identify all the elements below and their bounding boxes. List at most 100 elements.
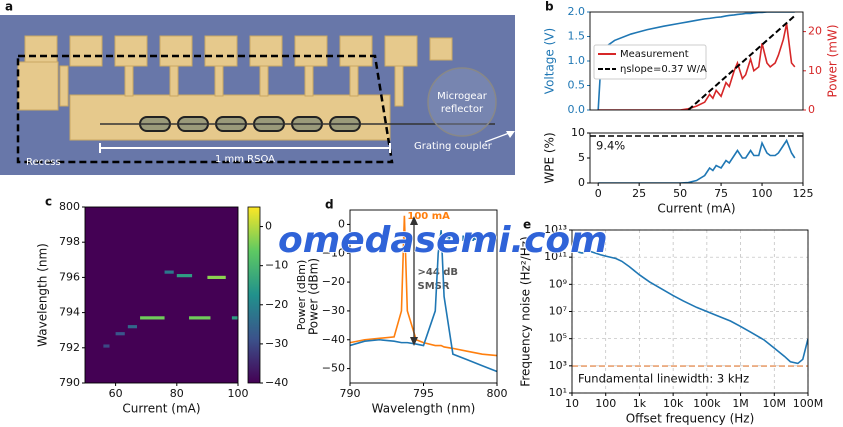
x-tick-label: 25 xyxy=(632,187,646,200)
coupler-label: Grating coupler xyxy=(414,141,493,152)
y-tick-label: 10¹¹ xyxy=(544,250,567,263)
y-axis-label: WPE (%) xyxy=(543,132,557,183)
heatmap-background xyxy=(85,207,238,383)
x-tick-label: 100 xyxy=(752,187,773,200)
panel-label: a xyxy=(5,0,13,14)
y-tick-label: −40 xyxy=(322,333,345,346)
heatmap-cell xyxy=(189,316,211,320)
chart: 0.0 0.5 1.0 1.5 2.0 0 10 20 Measurement ηslope=0.… xyxy=(543,0,840,116)
recess-outline xyxy=(16,54,394,164)
smsr-arrow xyxy=(410,216,418,346)
series-label: 97 mA xyxy=(444,233,480,244)
y-tick-label: 0 xyxy=(578,176,585,189)
series-label: 100 mA xyxy=(407,211,450,222)
x-tick-label: 125 xyxy=(793,187,814,200)
colorbar-label: Power (dBm) xyxy=(295,260,308,331)
x-tick-label: 1k xyxy=(633,397,647,410)
y-tick-label: 10⁹ xyxy=(549,277,567,290)
x-tick-label: 790 xyxy=(340,387,361,400)
heatmap-cell xyxy=(207,275,226,279)
series-line xyxy=(687,14,796,110)
series-line xyxy=(350,230,497,373)
y-tick-label: 10⁷ xyxy=(549,305,567,318)
coupler-arrowhead xyxy=(506,131,515,138)
heatmap-cell xyxy=(127,325,138,329)
x-tick-label: 10k xyxy=(663,397,684,410)
y2-tick-label: 10 xyxy=(808,64,822,77)
legend-label: Measurement xyxy=(620,49,689,60)
colorbar xyxy=(247,206,261,384)
annotation: 9.4% xyxy=(596,139,625,153)
panel-label: c xyxy=(45,195,52,209)
series-line xyxy=(597,12,795,110)
heatmap-cell xyxy=(231,316,238,320)
y-axis-label: Wavelength (nm) xyxy=(36,243,50,347)
x-tick-label: 60 xyxy=(109,387,123,400)
micrograph: a Microgear reflector Recess 1 mm RSOA G… xyxy=(0,0,515,175)
arrowhead xyxy=(410,216,418,225)
y-tick-label: 5 xyxy=(578,151,585,164)
chart: 10 100 1k 10k 100k 1M 10M 100M 10¹ 10³ 10⁵ 10⁷ 10⁹ 10… xyxy=(519,218,824,426)
x-axis-label: Current (mA) xyxy=(657,202,735,216)
y-axis-label: Voltage (V) xyxy=(543,28,557,94)
colorbar-tick-label: 0 xyxy=(265,220,272,233)
y-tick-label: 10 xyxy=(571,126,585,139)
y-tick-label: −30 xyxy=(322,304,345,317)
y2-axis-label: Power (mW) xyxy=(826,24,840,97)
y-tick-label: 0 xyxy=(338,217,345,230)
x-tick-label: 100 xyxy=(228,387,249,400)
y-tick-label: 0.0 xyxy=(568,103,586,116)
y2-tick-label: 0 xyxy=(808,103,815,116)
heatmap-cell xyxy=(140,316,165,320)
plot-frame xyxy=(84,206,239,384)
x-tick-label: 1M xyxy=(732,397,749,410)
series-line xyxy=(572,249,808,365)
heatmap-cell xyxy=(176,274,193,278)
plot-frame xyxy=(571,229,809,394)
y-tick-label: 0.5 xyxy=(568,79,586,92)
x-tick-label: 10M xyxy=(763,397,787,410)
x-tick-label: 800 xyxy=(487,387,508,400)
x-tick-label: 100 xyxy=(595,397,616,410)
plot-frame xyxy=(349,209,498,384)
reflector-circle xyxy=(427,67,497,137)
heatmap-cell xyxy=(164,270,174,274)
arrowhead xyxy=(410,337,418,346)
plot-frame xyxy=(589,132,804,184)
colorbar-tick-label: −40 xyxy=(265,376,288,389)
y2-tick-label: 20 xyxy=(808,25,822,38)
y-tick-label: −50 xyxy=(322,362,345,375)
x-tick-label: 10 xyxy=(565,397,579,410)
y-tick-label: 798 xyxy=(59,235,80,248)
panel-label: d xyxy=(325,198,334,212)
x-tick-label: 100M xyxy=(793,397,824,410)
x-tick-label: 100k xyxy=(693,397,721,410)
x-tick-label: 0 xyxy=(595,187,602,200)
y-tick-label: 796 xyxy=(59,270,80,283)
y-tick-label: 790 xyxy=(59,376,80,389)
y-axis-label: Frequency noise (Hz²/Hz) xyxy=(519,236,533,386)
y-tick-label: 10³ xyxy=(549,359,567,372)
series-line xyxy=(350,215,497,357)
x-axis-label: Wavelength (nm) xyxy=(372,402,476,416)
y-tick-label: 1.0 xyxy=(568,54,586,67)
x-tick-label: 795 xyxy=(413,387,434,400)
y-tick-label: 1.5 xyxy=(568,30,586,43)
series-line xyxy=(598,23,796,110)
panel-label: b xyxy=(545,0,554,14)
x-tick-label: 80 xyxy=(170,387,184,400)
coupler-arrow xyxy=(484,131,513,143)
reflector-label: Microgear xyxy=(437,91,488,102)
y-tick-label: 10¹³ xyxy=(544,223,567,236)
y-axis-label: Power (dBm) xyxy=(307,258,321,335)
panel-label: e xyxy=(523,218,531,232)
pads xyxy=(17,35,453,141)
watermark: omedasemi.com xyxy=(278,220,608,261)
x-tick-label: 75 xyxy=(714,187,728,200)
y-tick-label: 794 xyxy=(59,306,80,319)
colorbar-tick-label: −20 xyxy=(265,298,288,311)
y-tick-label: 792 xyxy=(59,341,80,354)
x-tick-label: 50 xyxy=(673,187,687,200)
